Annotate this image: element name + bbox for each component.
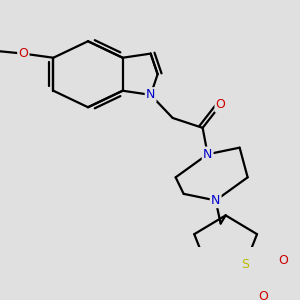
Text: N: N — [211, 194, 220, 207]
Text: S: S — [241, 258, 249, 271]
Text: O: O — [18, 47, 28, 60]
Text: O: O — [258, 290, 268, 300]
Text: N: N — [203, 148, 212, 161]
Text: N: N — [146, 88, 155, 101]
Text: O: O — [278, 254, 288, 267]
Text: O: O — [216, 98, 226, 111]
